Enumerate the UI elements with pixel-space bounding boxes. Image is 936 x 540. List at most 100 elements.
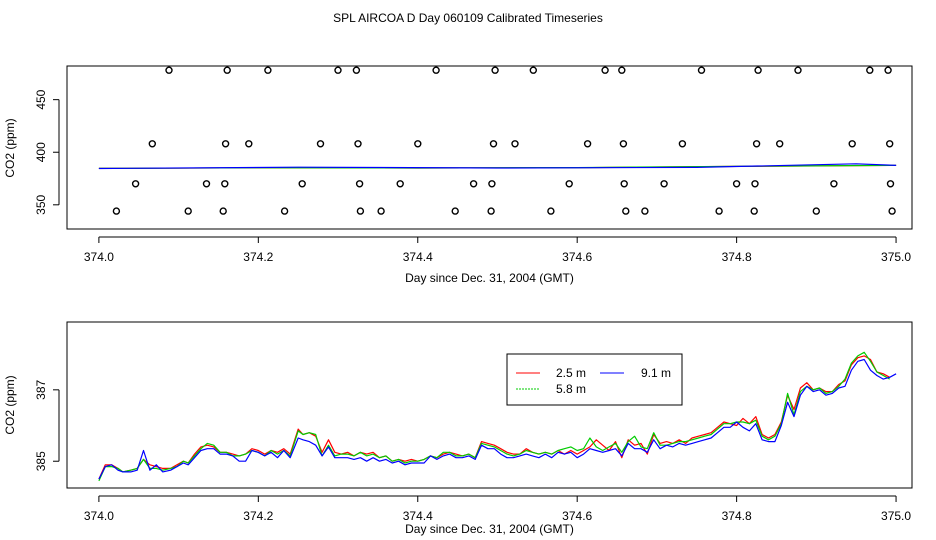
calibration-point	[641, 207, 649, 215]
bottom-x-tick-label-3: 374.6	[562, 509, 592, 523]
legend-label-5-8m: 5.8 m	[556, 382, 586, 396]
bottom-y-tick-label-1: 387	[34, 379, 48, 399]
calibration-point	[697, 66, 706, 74]
calibration-point	[469, 180, 478, 188]
calibration-point	[221, 140, 230, 148]
top-calibration-points	[112, 66, 896, 215]
calibration-point	[264, 66, 272, 74]
calibration-point	[751, 180, 759, 188]
calibration-point	[888, 207, 896, 215]
bottom-series-9-1-m	[98, 358, 897, 480]
calibration-point	[812, 207, 820, 215]
bottom-series-2-5-m	[98, 355, 890, 480]
top-x-axis-label: Day since Dec. 31, 2004 (GMT)	[405, 271, 574, 285]
calibration-point	[866, 66, 874, 74]
calibration-point	[750, 207, 758, 215]
calibration-point	[414, 140, 422, 148]
calibration-point	[165, 66, 173, 74]
calibration-point	[354, 140, 362, 148]
calibration-point	[355, 180, 364, 188]
calibration-point	[547, 207, 555, 215]
calibration-point	[298, 180, 306, 188]
calibration-point	[583, 140, 592, 148]
calibration-point	[245, 140, 253, 148]
bottom-x-tick-label-4: 374.8	[722, 509, 752, 523]
top-y-axis: 350 400 450	[34, 89, 60, 215]
bottom-plot-frame	[66, 321, 913, 489]
calibration-point	[148, 140, 157, 148]
bottom-series-group	[98, 351, 897, 482]
calibration-point	[618, 66, 626, 74]
bottom-x-axis-label: Day since Dec. 31, 2004 (GMT)	[405, 522, 574, 536]
bottom-x-axis: 374.0 374.2 374.4 374.6 374.8 375.0	[84, 495, 911, 523]
top-panel: 374.0 374.2 374.4 374.6 374.8 375.0 350 400 450…	[3, 65, 913, 285]
calibration-point	[489, 140, 498, 148]
top-x-axis: 374.0 374.2 374.4 374.6 374.8 375.0	[84, 236, 911, 264]
bottom-y-axis-label: CO2 (ppm)	[3, 375, 17, 434]
legend-box	[506, 353, 683, 406]
top-y-tick-label-1: 400	[34, 142, 48, 162]
calibration-point	[223, 66, 231, 74]
top-x-tick-label-1: 374.2	[243, 250, 273, 264]
calibration-point	[432, 66, 440, 74]
calibration-point	[884, 66, 892, 74]
bottom-x-tick-label-1: 374.2	[243, 509, 273, 523]
calibration-point	[334, 66, 342, 74]
calibration-point	[601, 66, 609, 74]
calibration-point	[377, 207, 385, 215]
calibration-point	[487, 207, 495, 215]
top-y-tick-label-2: 450	[34, 89, 48, 109]
bottom-y-axis: 385 387	[34, 379, 60, 471]
legend-label-2-5m: 2.5 m	[556, 366, 586, 380]
calibration-point	[752, 140, 761, 148]
calibration-point	[112, 207, 121, 215]
calibration-point	[848, 140, 856, 148]
calibration-point	[678, 140, 687, 148]
top-x-tick-label-5: 375.0	[881, 250, 911, 264]
calibration-point	[732, 180, 741, 188]
top-y-axis-label: CO2 (ppm)	[3, 118, 17, 177]
top-x-tick-label-3: 374.6	[562, 250, 592, 264]
legend: 2.5 m 9.1 m 5.8 m	[506, 353, 683, 406]
calibration-point	[184, 207, 192, 215]
legend-label-9-1m: 9.1 m	[641, 366, 671, 380]
calibration-point	[202, 180, 211, 188]
top-x-tick-label-2: 374.4	[403, 250, 433, 264]
calibration-point	[356, 207, 365, 215]
bottom-x-tick-label-0: 374.0	[84, 509, 114, 523]
calibration-point	[396, 180, 404, 188]
calibration-point	[491, 66, 499, 74]
bottom-x-tick-label-2: 374.4	[403, 509, 433, 523]
calibration-point	[715, 207, 723, 215]
top-y-tick-label-0: 350	[34, 194, 48, 214]
calibration-point	[660, 180, 668, 188]
top-plot-frame	[66, 65, 913, 230]
calibration-point	[131, 180, 140, 188]
calibration-point	[488, 180, 496, 188]
calibration-point	[886, 140, 894, 148]
calibration-point	[886, 180, 895, 188]
calibration-point	[280, 207, 289, 215]
top-series-9-1-m	[98, 163, 897, 170]
calibration-point	[529, 66, 537, 74]
calibration-point	[451, 207, 459, 215]
calibration-point	[794, 66, 802, 74]
bottom-panel: 374.0 374.2 374.4 374.6 374.8 375.0 385 387 2.…	[3, 321, 913, 536]
calibration-point	[511, 140, 519, 148]
calibration-point	[619, 140, 628, 148]
figure-title: SPL AIRCOA D Day 060109 Calibrated Times…	[333, 11, 603, 25]
calibration-point	[622, 207, 630, 215]
top-x-tick-label-4: 374.8	[722, 250, 752, 264]
bottom-x-tick-label-5: 375.0	[881, 509, 911, 523]
top-series-group	[98, 163, 897, 170]
bottom-y-tick-label-0: 385	[34, 451, 48, 471]
calibration-point	[565, 180, 573, 188]
calibration-point	[620, 180, 628, 188]
calibration-point	[219, 207, 227, 215]
calibration-point	[776, 140, 784, 148]
calibration-point	[221, 180, 229, 188]
calibration-point	[316, 140, 325, 148]
calibration-point	[754, 66, 762, 74]
